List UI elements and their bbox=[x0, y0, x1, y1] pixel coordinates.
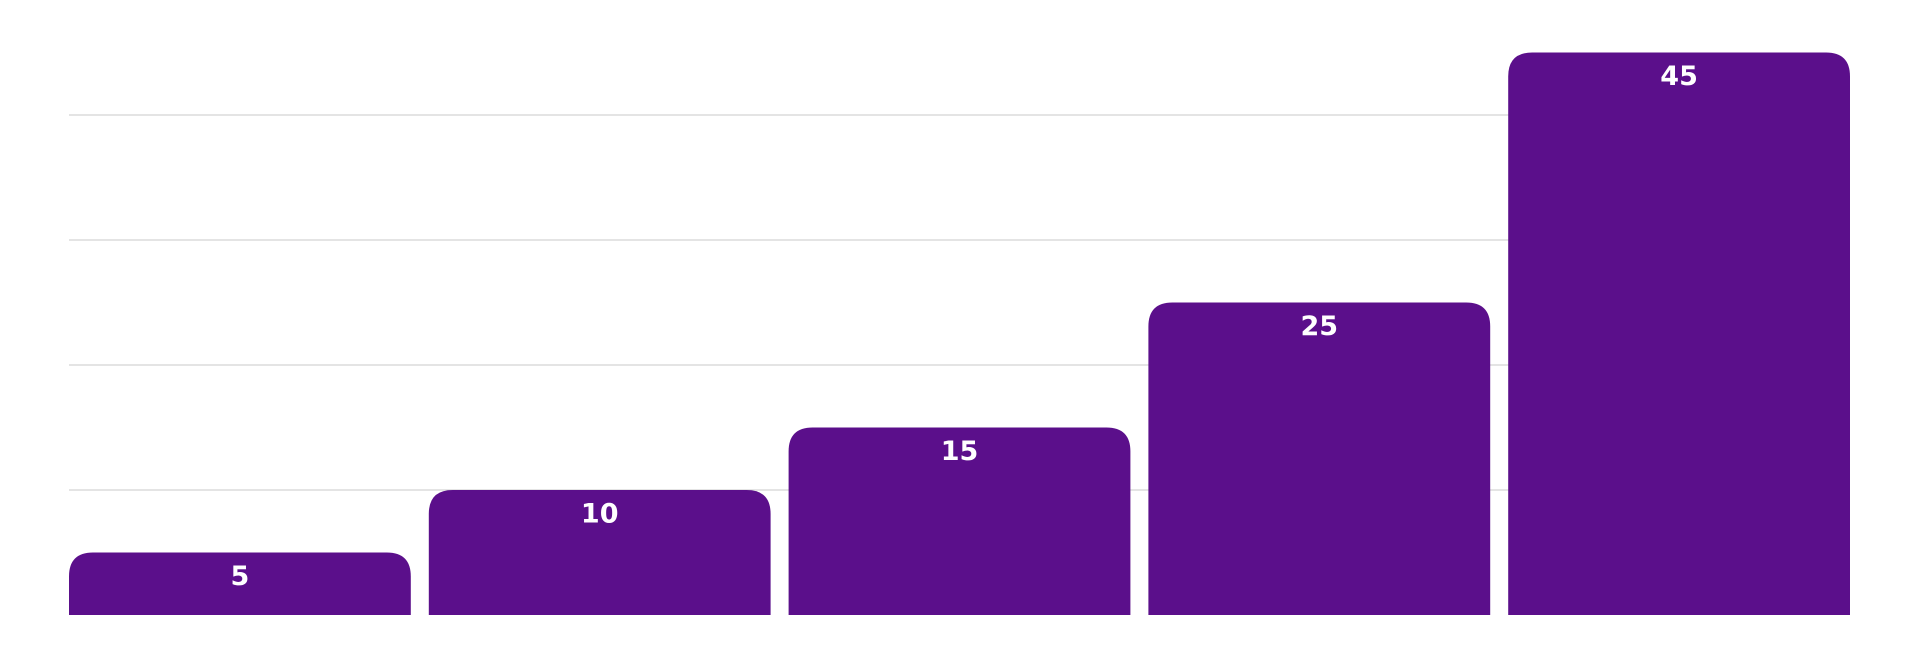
value-label: 5 bbox=[231, 561, 250, 592]
bar bbox=[1148, 302, 1491, 615]
value-label: 10 bbox=[581, 499, 619, 530]
value-label: 25 bbox=[1301, 311, 1339, 342]
value-label: 15 bbox=[941, 436, 979, 467]
value-label: 45 bbox=[1660, 61, 1698, 92]
bar bbox=[69, 552, 411, 615]
bar bbox=[428, 490, 771, 615]
bar bbox=[788, 427, 1131, 615]
bar bbox=[1508, 52, 1850, 615]
